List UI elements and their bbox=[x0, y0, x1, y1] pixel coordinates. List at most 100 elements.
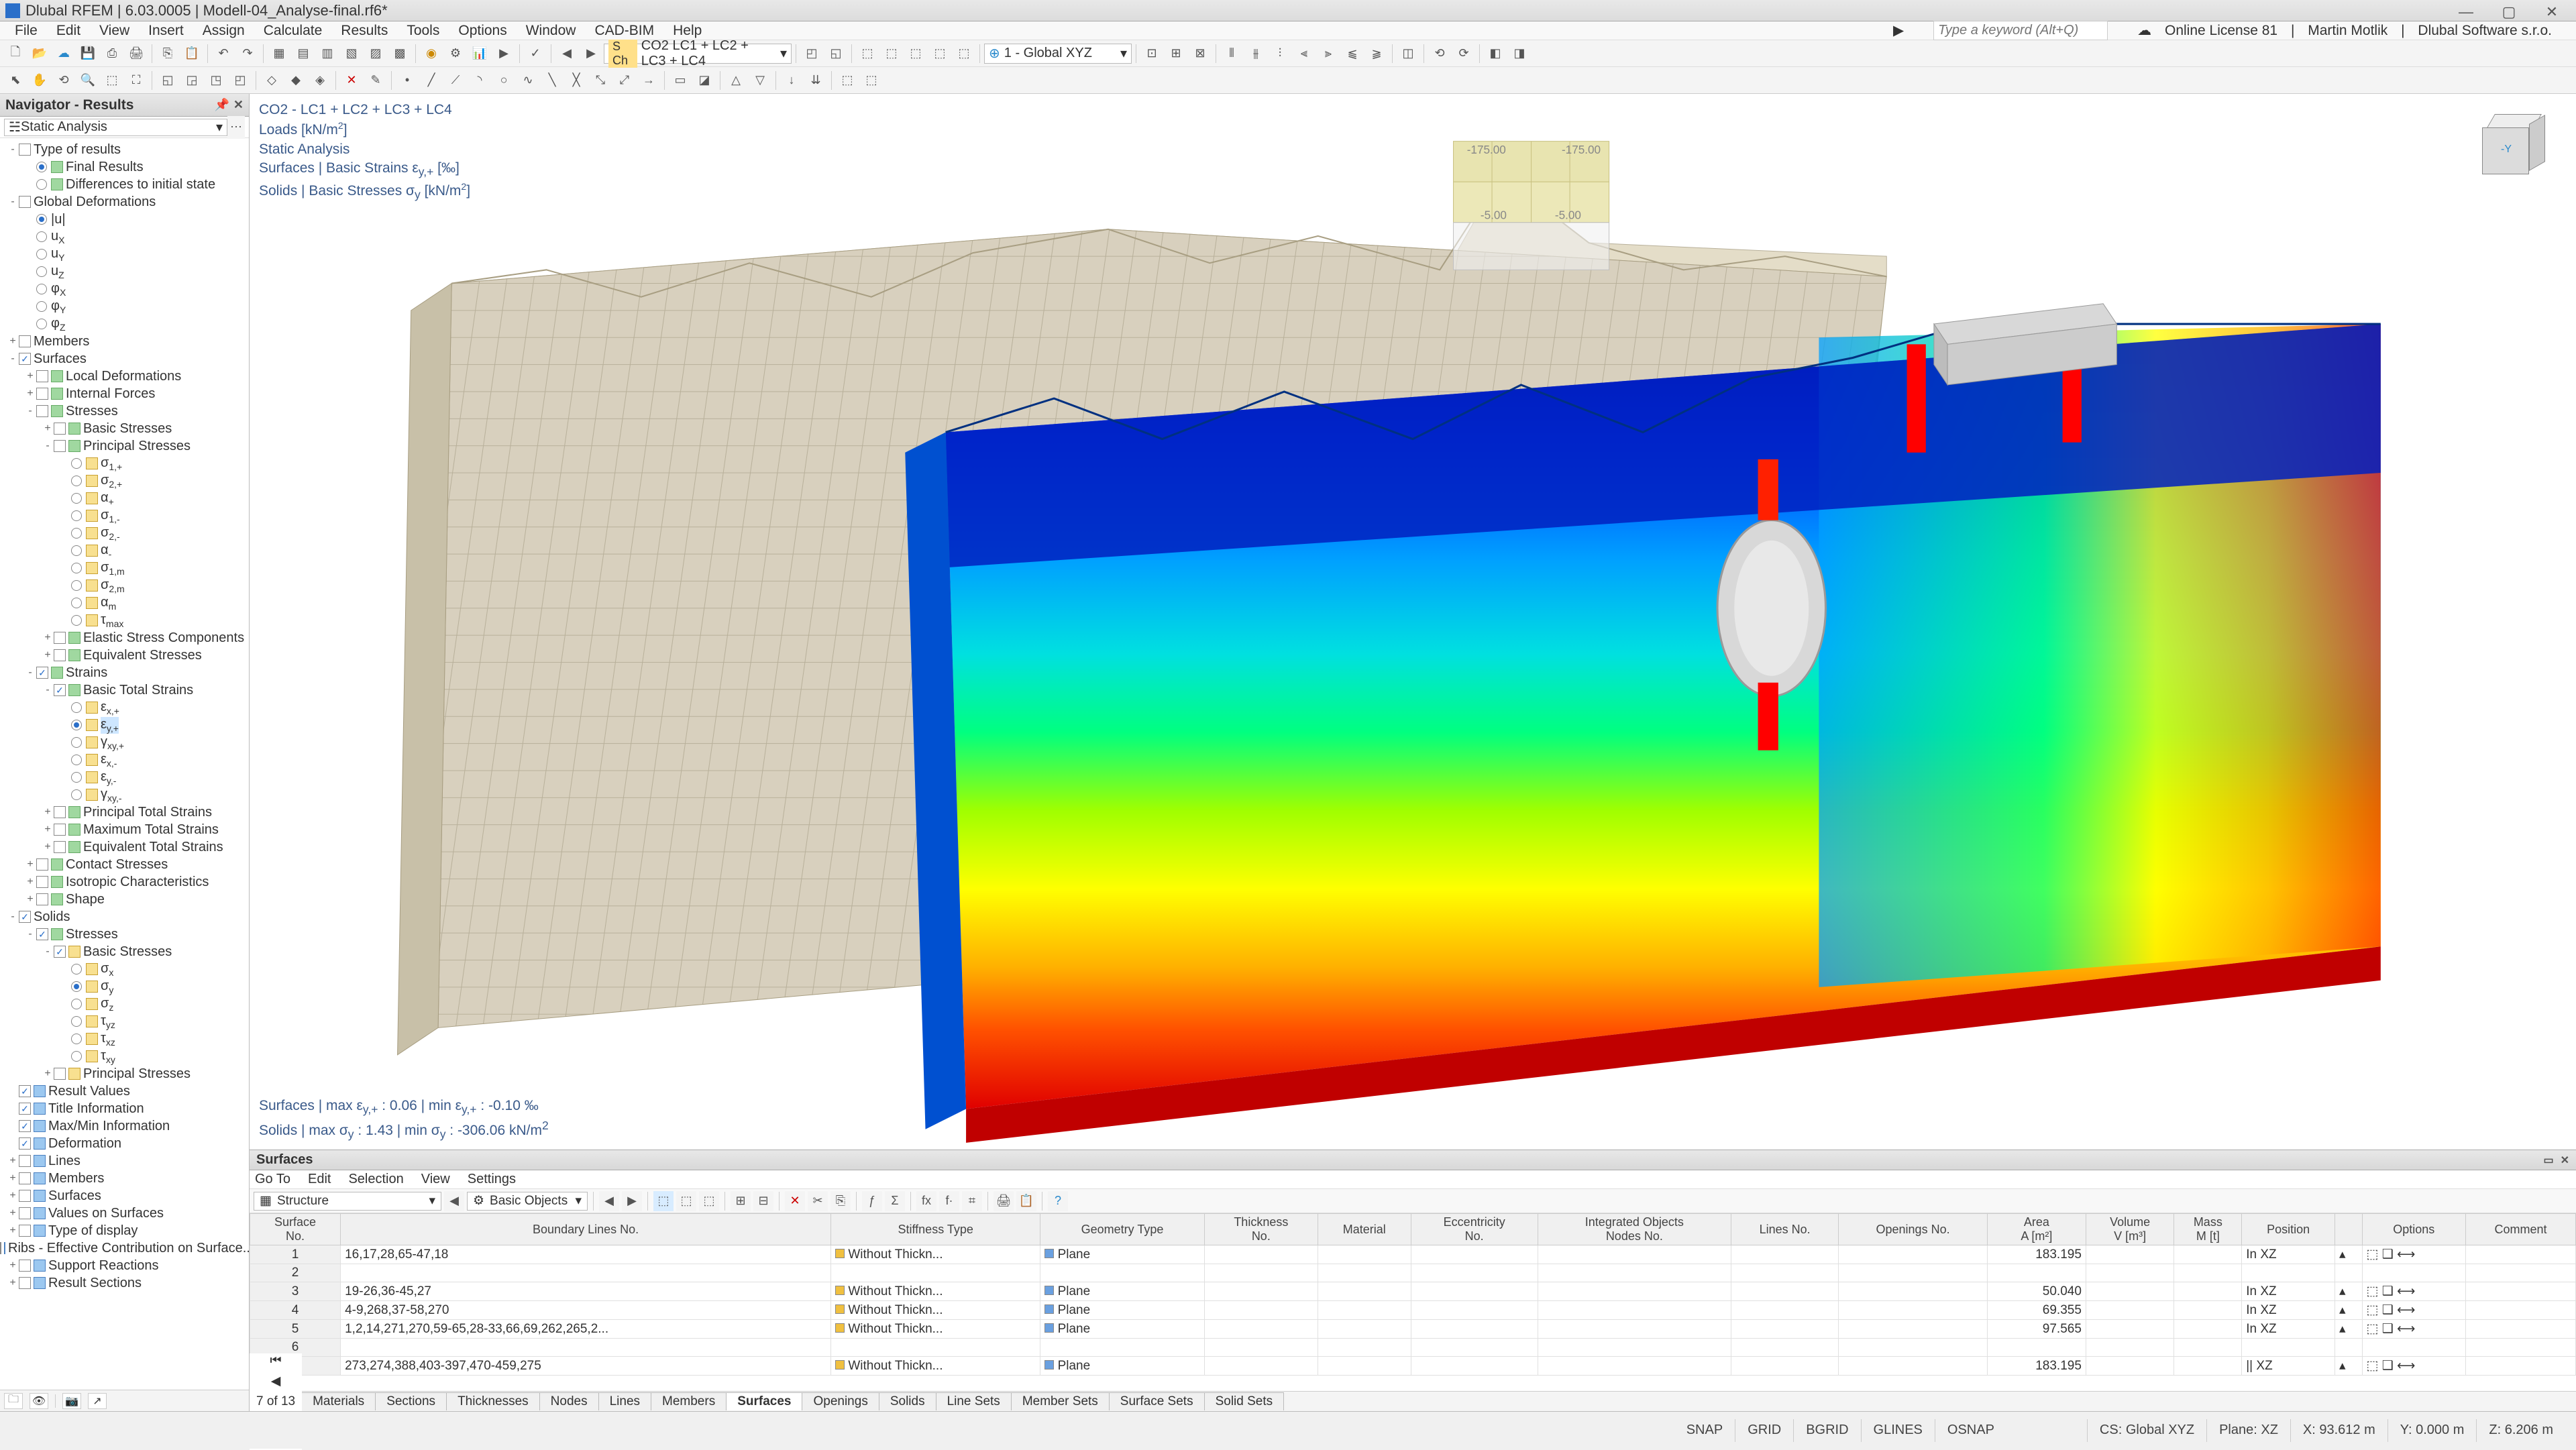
model-canvas[interactable]: -175.00 -175.00 -5.00 -5.00 bbox=[250, 94, 2576, 1150]
keyword-search[interactable] bbox=[1933, 21, 2108, 40]
check-icon[interactable]: ✓ bbox=[524, 42, 547, 65]
ln2-icon[interactable]: ╳ bbox=[565, 69, 588, 92]
col-header[interactable]: Stiffness Type bbox=[831, 1214, 1040, 1245]
nav-close-icon[interactable]: ✕ bbox=[233, 98, 244, 112]
status-grid[interactable]: GRID bbox=[1735, 1419, 1793, 1442]
view-cube[interactable]: -Y bbox=[2482, 114, 2549, 181]
tbl-max-icon[interactable]: ▭ bbox=[2543, 1154, 2553, 1167]
zoomwin-icon[interactable]: ⬚ bbox=[101, 69, 123, 92]
table-row[interactable]: 7273,274,388,403-397,470-459,275 Without… bbox=[250, 1357, 2576, 1376]
tree-node[interactable]: α+ bbox=[0, 490, 249, 507]
col-header[interactable]: MassM [t] bbox=[2174, 1214, 2242, 1245]
tbl-e3-icon[interactable]: ⌗ bbox=[962, 1191, 982, 1211]
tbl-prev-icon[interactable]: ◀ bbox=[444, 1191, 464, 1211]
surf-icon[interactable]: ▭ bbox=[669, 69, 692, 92]
col-header[interactable]: Material bbox=[1318, 1214, 1411, 1245]
grid2-icon[interactable]: ▤ bbox=[292, 42, 315, 65]
tree-node[interactable]: φZ bbox=[0, 315, 249, 333]
tbl-help-icon[interactable]: ? bbox=[1048, 1191, 1068, 1211]
extra1-icon[interactable]: ◫ bbox=[1397, 42, 1419, 65]
table-tab[interactable]: Solids bbox=[879, 1392, 936, 1410]
tree-node[interactable]: τxy bbox=[0, 1048, 249, 1065]
coordsys-combo[interactable]: ⊕1 - Global XYZ▾ bbox=[984, 44, 1132, 64]
arc-icon[interactable]: ◝ bbox=[468, 69, 491, 92]
tree-node[interactable]: +Internal Forces bbox=[0, 385, 249, 402]
viewport[interactable]: -175.00 -175.00 -5.00 -5.00 bbox=[250, 94, 2576, 1411]
tbl-del-icon[interactable]: ✕ bbox=[785, 1191, 805, 1211]
results-icon[interactable]: 📊 bbox=[468, 42, 491, 65]
menu-results[interactable]: Results bbox=[331, 23, 397, 39]
tbl-e2-icon[interactable]: f· bbox=[939, 1191, 959, 1211]
snap1-icon[interactable]: ⊡ bbox=[1140, 42, 1163, 65]
tree-node[interactable]: α- bbox=[0, 542, 249, 559]
table-tab[interactable]: Thicknesses bbox=[446, 1392, 540, 1410]
grid1-icon[interactable]: ▦ bbox=[268, 42, 290, 65]
t6-icon[interactable]: ⬚ bbox=[928, 42, 951, 65]
tree-node[interactable]: +Surfaces bbox=[0, 1187, 249, 1205]
pan-icon[interactable]: ✋ bbox=[28, 69, 51, 92]
edit-icon[interactable]: ✎ bbox=[364, 69, 387, 92]
tbl-f1-icon[interactable]: ƒ bbox=[862, 1191, 882, 1211]
menu-insert[interactable]: Insert bbox=[139, 23, 193, 39]
v3-icon[interactable]: ◳ bbox=[205, 69, 227, 92]
col-header[interactable]: Comment bbox=[2465, 1214, 2575, 1245]
tree-node[interactable]: uX bbox=[0, 228, 249, 245]
extra2-icon[interactable]: ⟲ bbox=[1428, 42, 1451, 65]
polyline-icon[interactable]: ⟋ bbox=[444, 69, 467, 92]
tbl-f2-icon[interactable]: Σ bbox=[885, 1191, 905, 1211]
load2-icon[interactable]: ⇊ bbox=[804, 69, 827, 92]
tables-grid[interactable]: SurfaceNo.Boundary Lines No.Stiffness Ty… bbox=[250, 1213, 2576, 1391]
tree-node[interactable]: σz bbox=[0, 995, 249, 1013]
tree-node[interactable]: -Solids bbox=[0, 908, 249, 926]
table-tab[interactable]: Member Sets bbox=[1011, 1392, 1110, 1410]
tree-node[interactable]: εx,- bbox=[0, 751, 249, 769]
tbl-menu-set[interactable]: Settings bbox=[468, 1172, 516, 1187]
tree-node[interactable]: +Values on Surfaces bbox=[0, 1205, 249, 1222]
menu-options[interactable]: Options bbox=[449, 23, 516, 39]
tree-node[interactable]: σ1,m bbox=[0, 559, 249, 577]
align4-icon[interactable]: ⫷ bbox=[1293, 42, 1316, 65]
col-header[interactable]: Boundary Lines No. bbox=[341, 1214, 831, 1245]
table-row[interactable]: 44-9,268,37-58,270 Without Thickn... Pla… bbox=[250, 1301, 2576, 1320]
anim-icon[interactable]: ▶ bbox=[492, 42, 515, 65]
nav-opt-icon[interactable]: ⋯ bbox=[227, 116, 245, 139]
col-header[interactable]: AreaA [m²] bbox=[1987, 1214, 2086, 1245]
menu-edit[interactable]: Edit bbox=[47, 23, 90, 39]
grid5-icon[interactable]: ▨ bbox=[364, 42, 387, 65]
d3-icon[interactable]: ◈ bbox=[309, 69, 331, 92]
circle-icon[interactable]: ○ bbox=[492, 69, 515, 92]
loadcase-combo[interactable]: S Ch CO2 LC1 + LC2 + LC3 + LC4 ▾ bbox=[604, 44, 792, 64]
ln5-icon[interactable]: → bbox=[637, 69, 660, 92]
redo-icon[interactable]: ↷ bbox=[236, 42, 259, 65]
status-osnap[interactable]: OSNAP bbox=[1935, 1419, 2006, 1442]
t1-icon[interactable]: ◰ bbox=[800, 42, 823, 65]
tbl-p2-icon[interactable]: 📋 bbox=[1016, 1191, 1036, 1211]
grid4-icon[interactable]: ▧ bbox=[340, 42, 363, 65]
tbl-combo1[interactable]: ▦ Structure▾ bbox=[254, 1192, 441, 1211]
misc2-icon[interactable]: ⬚ bbox=[860, 69, 883, 92]
misc1-icon[interactable]: ⬚ bbox=[836, 69, 859, 92]
t4-icon[interactable]: ⬚ bbox=[880, 42, 903, 65]
extra4-icon[interactable]: ◧ bbox=[1484, 42, 1507, 65]
t3-icon[interactable]: ⬚ bbox=[856, 42, 879, 65]
tree-node[interactable]: Max/Min Information bbox=[0, 1117, 249, 1135]
align6-icon[interactable]: ⫹ bbox=[1341, 42, 1364, 65]
t5-icon[interactable]: ⬚ bbox=[904, 42, 927, 65]
tree-node[interactable]: εx,+ bbox=[0, 699, 249, 716]
undo-icon[interactable]: ↶ bbox=[212, 42, 235, 65]
nav-tab3-icon[interactable]: 📷 bbox=[62, 1393, 81, 1409]
menu-calculate[interactable]: Calculate bbox=[254, 23, 332, 39]
tree-node[interactable]: αm bbox=[0, 594, 249, 612]
tree-node[interactable]: +Equivalent Total Strains bbox=[0, 838, 249, 856]
tree-node[interactable]: Result Values bbox=[0, 1082, 249, 1100]
tree-node[interactable]: σ2,- bbox=[0, 524, 249, 542]
page-prev-icon[interactable]: ◀ bbox=[271, 1374, 281, 1389]
tree-node[interactable]: εy,- bbox=[0, 769, 249, 786]
d2-icon[interactable]: ◆ bbox=[284, 69, 307, 92]
node-icon[interactable]: • bbox=[396, 69, 419, 92]
ln4-icon[interactable]: ⤢ bbox=[613, 69, 636, 92]
extra3-icon[interactable]: ⟳ bbox=[1452, 42, 1475, 65]
status-bgrid[interactable]: BGRID bbox=[1793, 1419, 1860, 1442]
align3-icon[interactable]: ⫶ bbox=[1269, 42, 1291, 65]
tree-node[interactable]: Title Information bbox=[0, 1100, 249, 1117]
